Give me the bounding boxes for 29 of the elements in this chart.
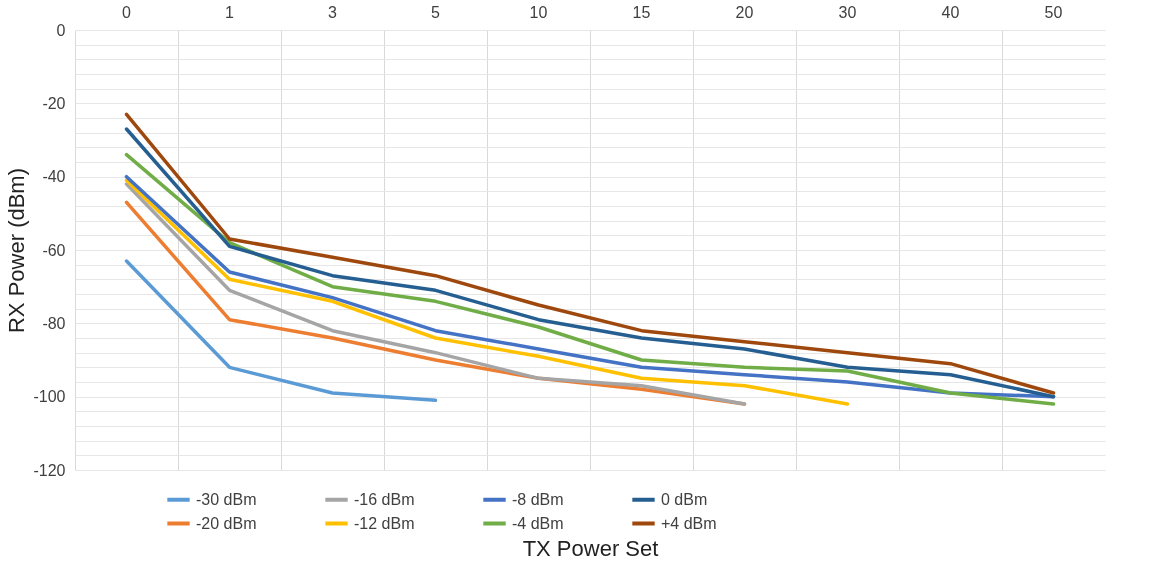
legend-label: +4 dBm [661,514,717,532]
y-tick-label: -100 [33,388,66,406]
x-tick-label: 40 [941,3,960,21]
y-axis-title: RX Power (dBm) [4,167,30,334]
x-tick-label: 30 [838,3,857,21]
y-tick-label: -60 [42,241,66,259]
x-tick-label: 20 [735,3,754,21]
legend-label: -30 dBm [196,490,257,508]
legend-label: -20 dBm [196,514,257,532]
line-series [124,259,438,403]
x-tick-label: 10 [529,3,548,21]
x-tick-label: 5 [431,3,441,21]
x-tick-label: 3 [328,3,338,21]
y-tick-label: -20 [42,94,66,112]
y-tick-label: 0 [56,21,66,39]
x-tick-label: 50 [1044,3,1063,21]
line-series [124,178,850,406]
x-tick-label: 15 [632,3,651,21]
legend-label: -16 dBm [354,490,415,508]
legend-label: -12 dBm [354,514,415,532]
legend-label: -8 dBm [512,490,564,508]
y-tick-label: -80 [42,314,66,332]
x-axis-title: TX Power Set [522,535,659,561]
x-tick-label: 0 [122,3,132,21]
legend-label: 0 dBm [661,490,708,508]
x-tick-label: 1 [225,3,235,21]
y-tick-label: -120 [33,461,66,479]
legend-label: -4 dBm [512,514,564,532]
y-tick-label: -40 [42,168,66,186]
